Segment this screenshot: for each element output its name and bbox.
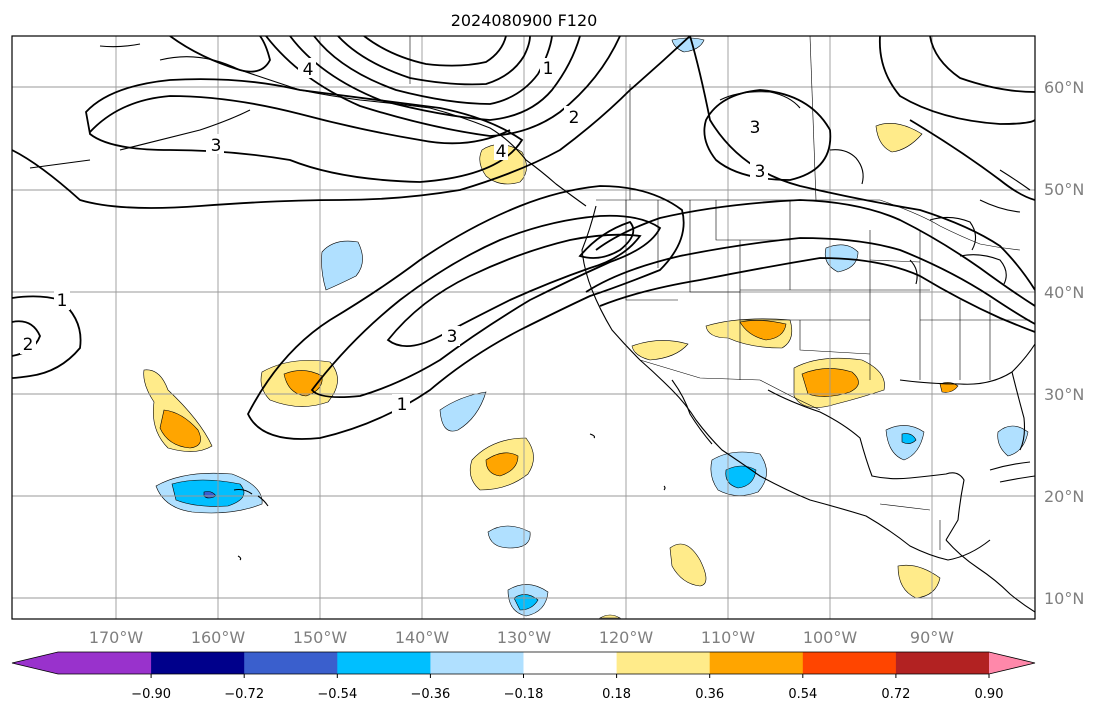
positive-anomaly-region bbox=[631, 340, 689, 361]
positive-anomaly-region bbox=[875, 123, 923, 153]
negative-anomaly-region bbox=[487, 525, 531, 549]
anomaly-fills bbox=[143, 37, 1029, 619]
contour-label: 2 bbox=[569, 108, 580, 128]
colorbar-tick-label: 0.90 bbox=[975, 687, 1004, 702]
latitude-labels: 60°N 50°N 40°N 30°N 20°N 10°N bbox=[1044, 78, 1084, 608]
colorbar-segment bbox=[337, 652, 431, 674]
lat-label: 60°N bbox=[1044, 78, 1084, 97]
lon-label: 150°W bbox=[293, 628, 348, 647]
colorbar-segment bbox=[802, 652, 897, 674]
contour-lines bbox=[12, 36, 1035, 440]
colorbar-segment bbox=[244, 652, 338, 674]
colorbar bbox=[11, 651, 1036, 675]
lon-label: 140°W bbox=[395, 628, 450, 647]
positive-anomaly-region bbox=[479, 144, 527, 185]
positive-anomaly-region bbox=[598, 614, 622, 619]
contour-label: 4 bbox=[303, 60, 314, 80]
lon-label: 90°W bbox=[910, 628, 954, 647]
lat-label: 30°N bbox=[1044, 385, 1084, 404]
colorbar-tick-label: 0.18 bbox=[602, 687, 631, 702]
lon-label: 100°W bbox=[803, 628, 858, 647]
lat-label: 20°N bbox=[1044, 487, 1084, 506]
colorbar-segment bbox=[523, 652, 618, 674]
lon-label: 130°W bbox=[497, 628, 552, 647]
contour-label: 3 bbox=[447, 327, 458, 347]
contour-label: 4 bbox=[496, 142, 507, 162]
lon-label: 160°W bbox=[191, 628, 246, 647]
positive-anomaly-region bbox=[669, 543, 707, 587]
colorbar-outline bbox=[11, 651, 1036, 675]
lon-label: 120°W bbox=[599, 628, 654, 647]
contour-label: 1 bbox=[397, 395, 408, 415]
contour-labels: 3 2 3 4 1 3 1 1 2 4 3 bbox=[20, 58, 768, 415]
colorbar-tick-label: 0.72 bbox=[881, 687, 910, 702]
colorbar-labels: −0.90 −0.72 −0.54 −0.36 −0.18 0.18 0.36 0.54 0.7… bbox=[131, 674, 1003, 702]
map-frame bbox=[11, 35, 1036, 620]
colorbar-segment bbox=[58, 652, 152, 674]
colorbar-tick-label: −0.54 bbox=[317, 687, 357, 702]
colorbar-segment bbox=[895, 652, 990, 674]
contour-label: 2 bbox=[23, 335, 34, 355]
contour-label: 3 bbox=[211, 136, 222, 156]
positive-anomaly-core bbox=[739, 320, 787, 341]
lat-label: 50°N bbox=[1044, 180, 1084, 199]
colorbar-extend-min bbox=[12, 652, 58, 674]
colorbar-tick-label: −0.36 bbox=[410, 687, 450, 702]
negative-anomaly-region bbox=[321, 240, 363, 291]
figure-title: 2024080900 F120 bbox=[451, 11, 598, 30]
lat-label: 40°N bbox=[1044, 283, 1084, 302]
colorbar-tick-label: −0.18 bbox=[504, 687, 544, 702]
colorbar-segment bbox=[709, 652, 804, 674]
colorbar-segment bbox=[151, 652, 245, 674]
colorbar-tick-label: −0.72 bbox=[224, 687, 264, 702]
negative-anomaly-region bbox=[439, 391, 487, 432]
contour-label: 3 bbox=[750, 118, 761, 138]
colorbar-tick-label: 0.36 bbox=[695, 687, 724, 702]
lat-label: 10°N bbox=[1044, 589, 1084, 608]
contour-label: 1 bbox=[57, 291, 68, 311]
negative-anomaly-core bbox=[901, 433, 917, 444]
lon-label: 110°W bbox=[701, 628, 756, 647]
colorbar-tick-label: 0.54 bbox=[788, 687, 817, 702]
colorbar-segment bbox=[430, 652, 524, 674]
positive-anomaly-core bbox=[159, 409, 201, 449]
contour-label: 3 bbox=[755, 162, 766, 182]
longitude-labels: 170°W 160°W 150°W 140°W 130°W 120°W 110°… bbox=[89, 628, 954, 647]
graticule bbox=[12, 36, 1035, 619]
colorbar-tick-label: −0.90 bbox=[131, 687, 171, 702]
positive-anomaly-region bbox=[939, 382, 959, 393]
political-borders bbox=[409, 36, 1030, 550]
lon-label: 170°W bbox=[89, 628, 144, 647]
colorbar-segment bbox=[616, 652, 711, 674]
colorbar-extend-max bbox=[989, 652, 1035, 674]
contour-label: 1 bbox=[543, 59, 554, 79]
positive-anomaly-core bbox=[485, 452, 519, 477]
